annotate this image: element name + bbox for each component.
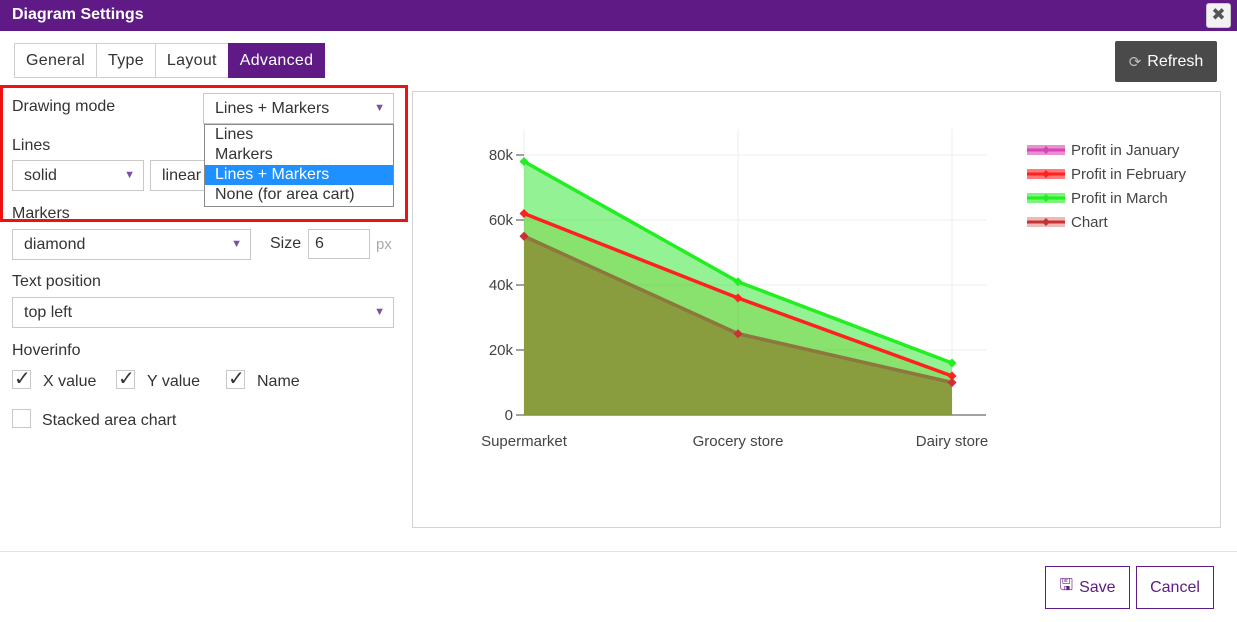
line-style-value: solid [24,167,57,184]
dialog-title: Diagram Settings [12,6,144,23]
chevron-down-icon: ▼ [124,169,135,181]
drawing-mode-dropdown: Lines Markers Lines + Markers None (for … [204,124,394,207]
stacked-area-label: Stacked area chart [42,412,177,429]
legend-label: Profit in February [1071,166,1187,183]
save-icon: 🖫 [1059,577,1074,594]
refresh-label: Refresh [1147,52,1204,70]
series-marker-1 [947,371,957,381]
x-value-label: X value [43,373,97,390]
series-marker-3 [947,378,957,387]
check-icon: ✓ [118,368,135,390]
series-marker-1 [519,209,529,218]
lines-label: Lines [12,137,51,154]
x-tick-label: Grocery store [693,433,784,450]
check-icon: ✓ [228,368,245,390]
marker-size-label: Size [270,235,302,252]
tab-type[interactable]: Type [96,43,155,78]
stacked-area-checkbox[interactable] [12,409,31,428]
y-tick-label: 20k [489,342,514,359]
legend-marker-3 [1042,218,1050,226]
legend-label: Chart [1071,214,1109,231]
y-tick-label: 40k [489,277,514,294]
marker-symbol-value: diamond [24,236,86,253]
tab-general[interactable]: General [14,43,97,78]
name-label: Name [257,373,300,390]
chart-panel: 0 20k 40k 60k 80k Supermarket Grocery store Dai… [412,91,1221,528]
chevron-down-icon: ▼ [231,238,242,250]
series-marker-1 [733,293,743,303]
line-style-select[interactable]: solid ▼ [12,160,144,191]
x-tick-label: Dairy store [916,433,989,450]
legend-marker-0 [1042,146,1050,154]
line-shape-value: linear [162,167,202,184]
legend-marker-2 [1042,194,1050,202]
dialog-titlebar: Diagram Settings ✖ [0,0,1237,31]
footer-divider [0,551,1237,552]
text-position-select[interactable]: top left ▼ [12,297,394,328]
drawing-mode-select[interactable]: Lines + Markers ▼ [203,93,394,124]
series-marker-2 [519,157,529,166]
highlight-frame [0,85,408,222]
chevron-down-icon: ▼ [374,306,385,318]
save-button[interactable]: 🖫 Save [1045,566,1130,609]
area-3 [524,236,952,415]
hoverinfo-label: Hoverinfo [12,342,81,359]
dropdown-option-lines[interactable]: Lines [215,126,254,143]
settings-tabs: General Type Layout Advanced [14,43,326,78]
tab-advanced[interactable]: Advanced [227,43,326,78]
y-value-label: Y value [147,373,201,390]
close-icon[interactable]: ✖ [1206,3,1231,28]
series-marker-2 [733,277,743,287]
tab-layout[interactable]: Layout [154,43,228,78]
drawing-mode-value: Lines + Markers [215,100,330,117]
text-position-value: top left [24,304,73,321]
dropdown-option-lines-markers[interactable]: Lines + Markers [205,165,393,185]
legend-marker-1 [1042,170,1050,178]
text-position-label: Text position [12,273,101,290]
save-label: Save [1079,578,1116,596]
marker-symbol-select[interactable]: diamond ▼ [12,229,251,260]
area-chart: 0 20k 40k 60k 80k Supermarket Grocery store Dai… [481,129,1187,450]
refresh-button[interactable]: ⟳ Refresh [1115,41,1217,82]
markers-label: Markers [12,205,70,222]
series-marker-3 [519,231,529,241]
line-shape-select[interactable]: linear [150,160,210,191]
refresh-icon: ⟳ [1128,53,1142,71]
y-tick-label: 0 [505,407,513,424]
y-tick-label: 80k [489,147,514,164]
drawing-mode-label: Drawing mode [12,98,116,115]
dropdown-option-none[interactable]: None (for area cart) [215,186,355,203]
dropdown-option-markers[interactable]: Markers [215,146,273,163]
y-value-checkbox[interactable]: ✓ [116,368,135,390]
marker-size-input[interactable]: 6 [308,229,370,259]
x-value-checkbox[interactable]: ✓ [12,368,31,390]
legend-label: Profit in March [1071,190,1168,207]
name-checkbox[interactable]: ✓ [226,368,245,390]
check-icon: ✓ [14,368,31,390]
chevron-down-icon: ▼ [374,102,385,114]
marker-size-unit: px [376,236,392,253]
y-tick-label: 60k [489,212,514,229]
series-marker-3 [733,329,743,339]
series-marker-2 [947,358,957,368]
cancel-button[interactable]: Cancel [1136,566,1214,609]
x-tick-label: Supermarket [481,433,568,450]
legend-label: Profit in January [1071,142,1180,159]
